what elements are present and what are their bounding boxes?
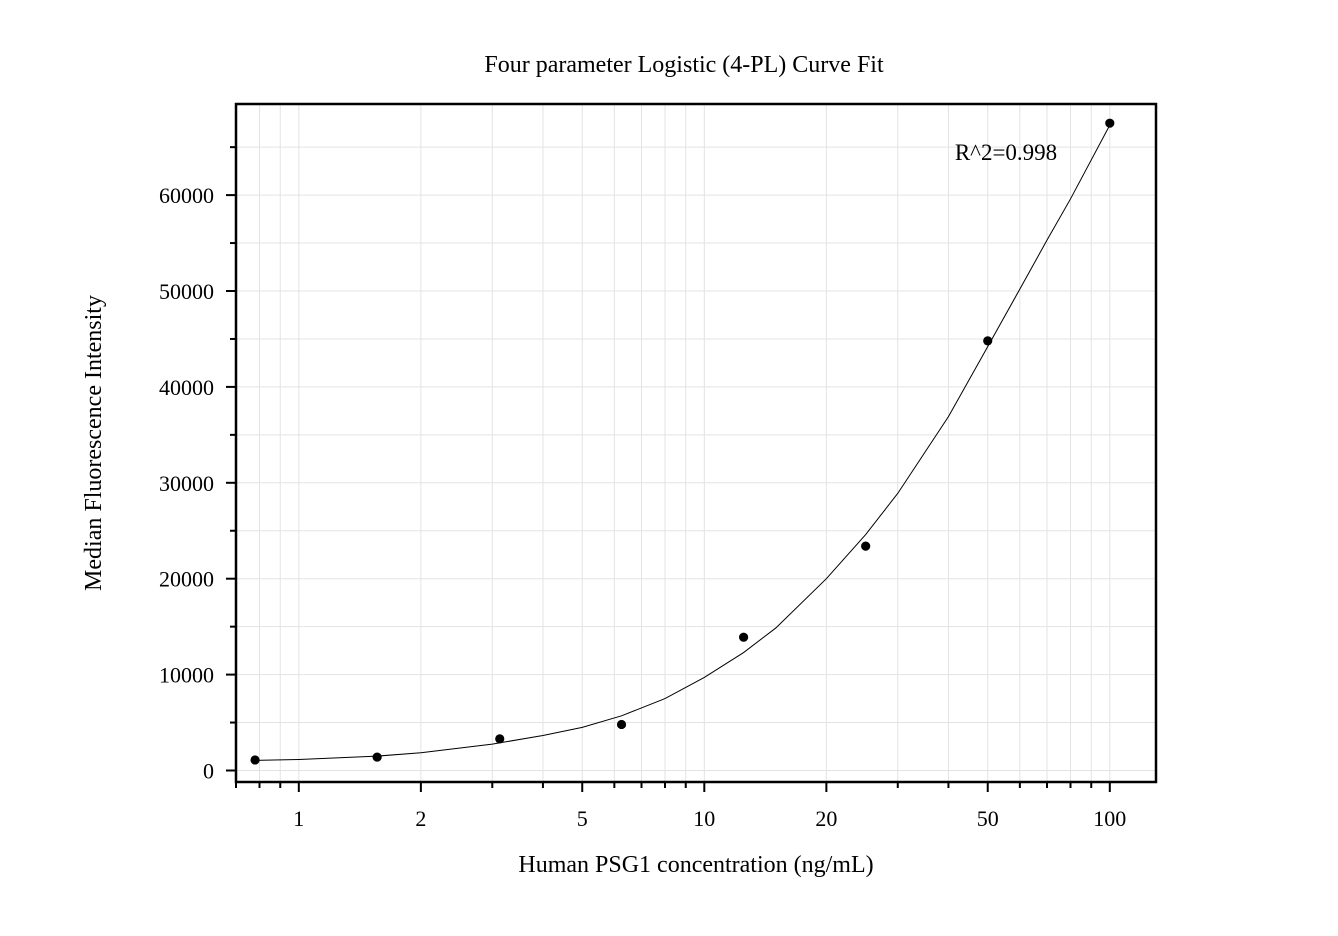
- x-tick-label: 50: [977, 806, 999, 831]
- x-axis-label: Human PSG1 concentration (ng/mL): [518, 852, 873, 878]
- y-axis-label: Median Fluorescence Intensity: [81, 295, 107, 591]
- data-point: [1105, 118, 1115, 128]
- y-tick-label: 30000: [159, 471, 214, 496]
- x-tick-label: 10: [693, 806, 715, 831]
- axis-ticks: [226, 146, 1111, 792]
- data-point: [250, 755, 260, 765]
- y-tick-label: 0: [203, 758, 214, 783]
- y-tick-label: 40000: [159, 375, 214, 400]
- data-point: [739, 632, 749, 642]
- x-tick-label: 1: [293, 806, 304, 831]
- r-squared-annotation: R^2=0.998: [955, 140, 1057, 165]
- data-point: [372, 752, 382, 762]
- x-tick-label: 2: [415, 806, 426, 831]
- fit-curve: [255, 124, 1111, 761]
- y-tick-label: 20000: [159, 567, 214, 592]
- plot-frame: [234, 102, 1158, 784]
- x-tick-label: 5: [577, 806, 588, 831]
- chart-title: Four parameter Logistic (4-PL) Curve Fit: [484, 52, 884, 78]
- data-point: [495, 734, 505, 744]
- x-tick-label: 100: [1093, 806, 1126, 831]
- grid: [235, 104, 1156, 782]
- data-points: [250, 118, 1115, 765]
- x-tick-label: 20: [815, 806, 837, 831]
- data-point: [983, 336, 993, 346]
- y-tick-label: 60000: [159, 183, 214, 208]
- y-tick-labels: 0 10000 20000 30000 40000 50000 60000: [159, 183, 214, 783]
- y-tick-label: 50000: [159, 279, 214, 304]
- x-tick-labels: 1 2 5 10 20 50 100: [293, 806, 1126, 831]
- data-point: [616, 719, 627, 730]
- y-tick-label: 10000: [159, 663, 214, 688]
- data-point: [861, 541, 871, 551]
- fit-curve-layer: [255, 124, 1111, 761]
